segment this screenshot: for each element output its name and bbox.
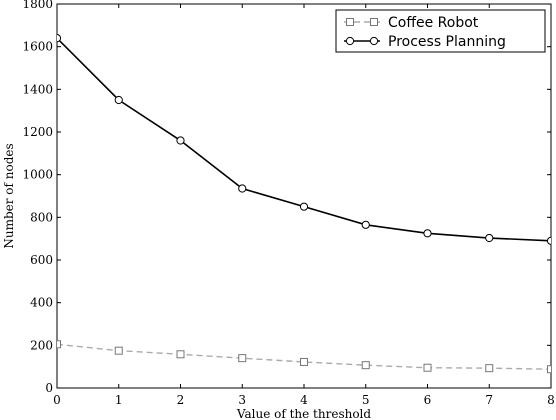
x-tick-label: 0 <box>53 393 61 407</box>
y-tick-label: 1200 <box>22 125 53 139</box>
series-line-0 <box>57 343 551 370</box>
data-point-0-2 <box>176 350 185 359</box>
data-point-0-8 <box>547 365 551 374</box>
legend-label-0: Coffee Robot <box>388 15 479 31</box>
x-tick-label: 4 <box>300 393 308 407</box>
y-tick-label: 800 <box>30 210 53 224</box>
plot-frame <box>56 3 552 389</box>
x-tick-label: 1 <box>115 393 123 407</box>
x-tick-label: 6 <box>424 393 432 407</box>
y-tick-label: 400 <box>30 296 53 310</box>
legend-label-1: Process Planning <box>388 34 506 50</box>
x-tick-label: 5 <box>362 393 370 407</box>
y-tick-label: 0 <box>45 381 53 395</box>
x-tick-label: 8 <box>547 393 555 407</box>
data-point-1-8 <box>546 236 551 245</box>
series-group <box>57 34 551 374</box>
y-tick-label: 600 <box>30 253 53 267</box>
y-tick-label: 1800 <box>22 0 53 11</box>
data-point-1-2 <box>176 136 185 145</box>
x-axis-label: Value of the threshold <box>236 407 371 420</box>
data-point-0-3 <box>238 354 247 363</box>
y-axis-label: Number of nodes <box>2 143 16 248</box>
data-point-1-6 <box>423 229 432 238</box>
x-tick-label: 2 <box>177 393 185 407</box>
data-point-1-5 <box>361 220 370 229</box>
data-point-0-0 <box>57 340 61 349</box>
x-tick-label: 3 <box>238 393 246 407</box>
data-point-1-4 <box>299 202 309 211</box>
data-point-1-1 <box>114 95 123 105</box>
data-point-0-5 <box>361 361 370 370</box>
y-tick-label: 1600 <box>22 40 53 54</box>
data-point-0-4 <box>300 357 308 366</box>
x-tick-label: 7 <box>485 393 493 407</box>
y-tick-label: 1000 <box>22 168 53 182</box>
data-point-1-0 <box>57 34 62 43</box>
data-point-0-6 <box>423 363 432 372</box>
legend-marker-0 <box>370 18 378 26</box>
data-point-0-7 <box>485 364 494 373</box>
legend-marker-1 <box>369 36 379 46</box>
y-tick-label: 1400 <box>22 82 53 96</box>
data-point-1-7 <box>485 233 494 243</box>
legend-marker-0 <box>346 18 354 26</box>
legend-box <box>335 9 546 53</box>
data-point-0-1 <box>114 346 123 355</box>
data-point-1-3 <box>238 184 247 193</box>
legend-marker-1 <box>345 36 355 46</box>
y-tick-label: 200 <box>30 338 53 352</box>
